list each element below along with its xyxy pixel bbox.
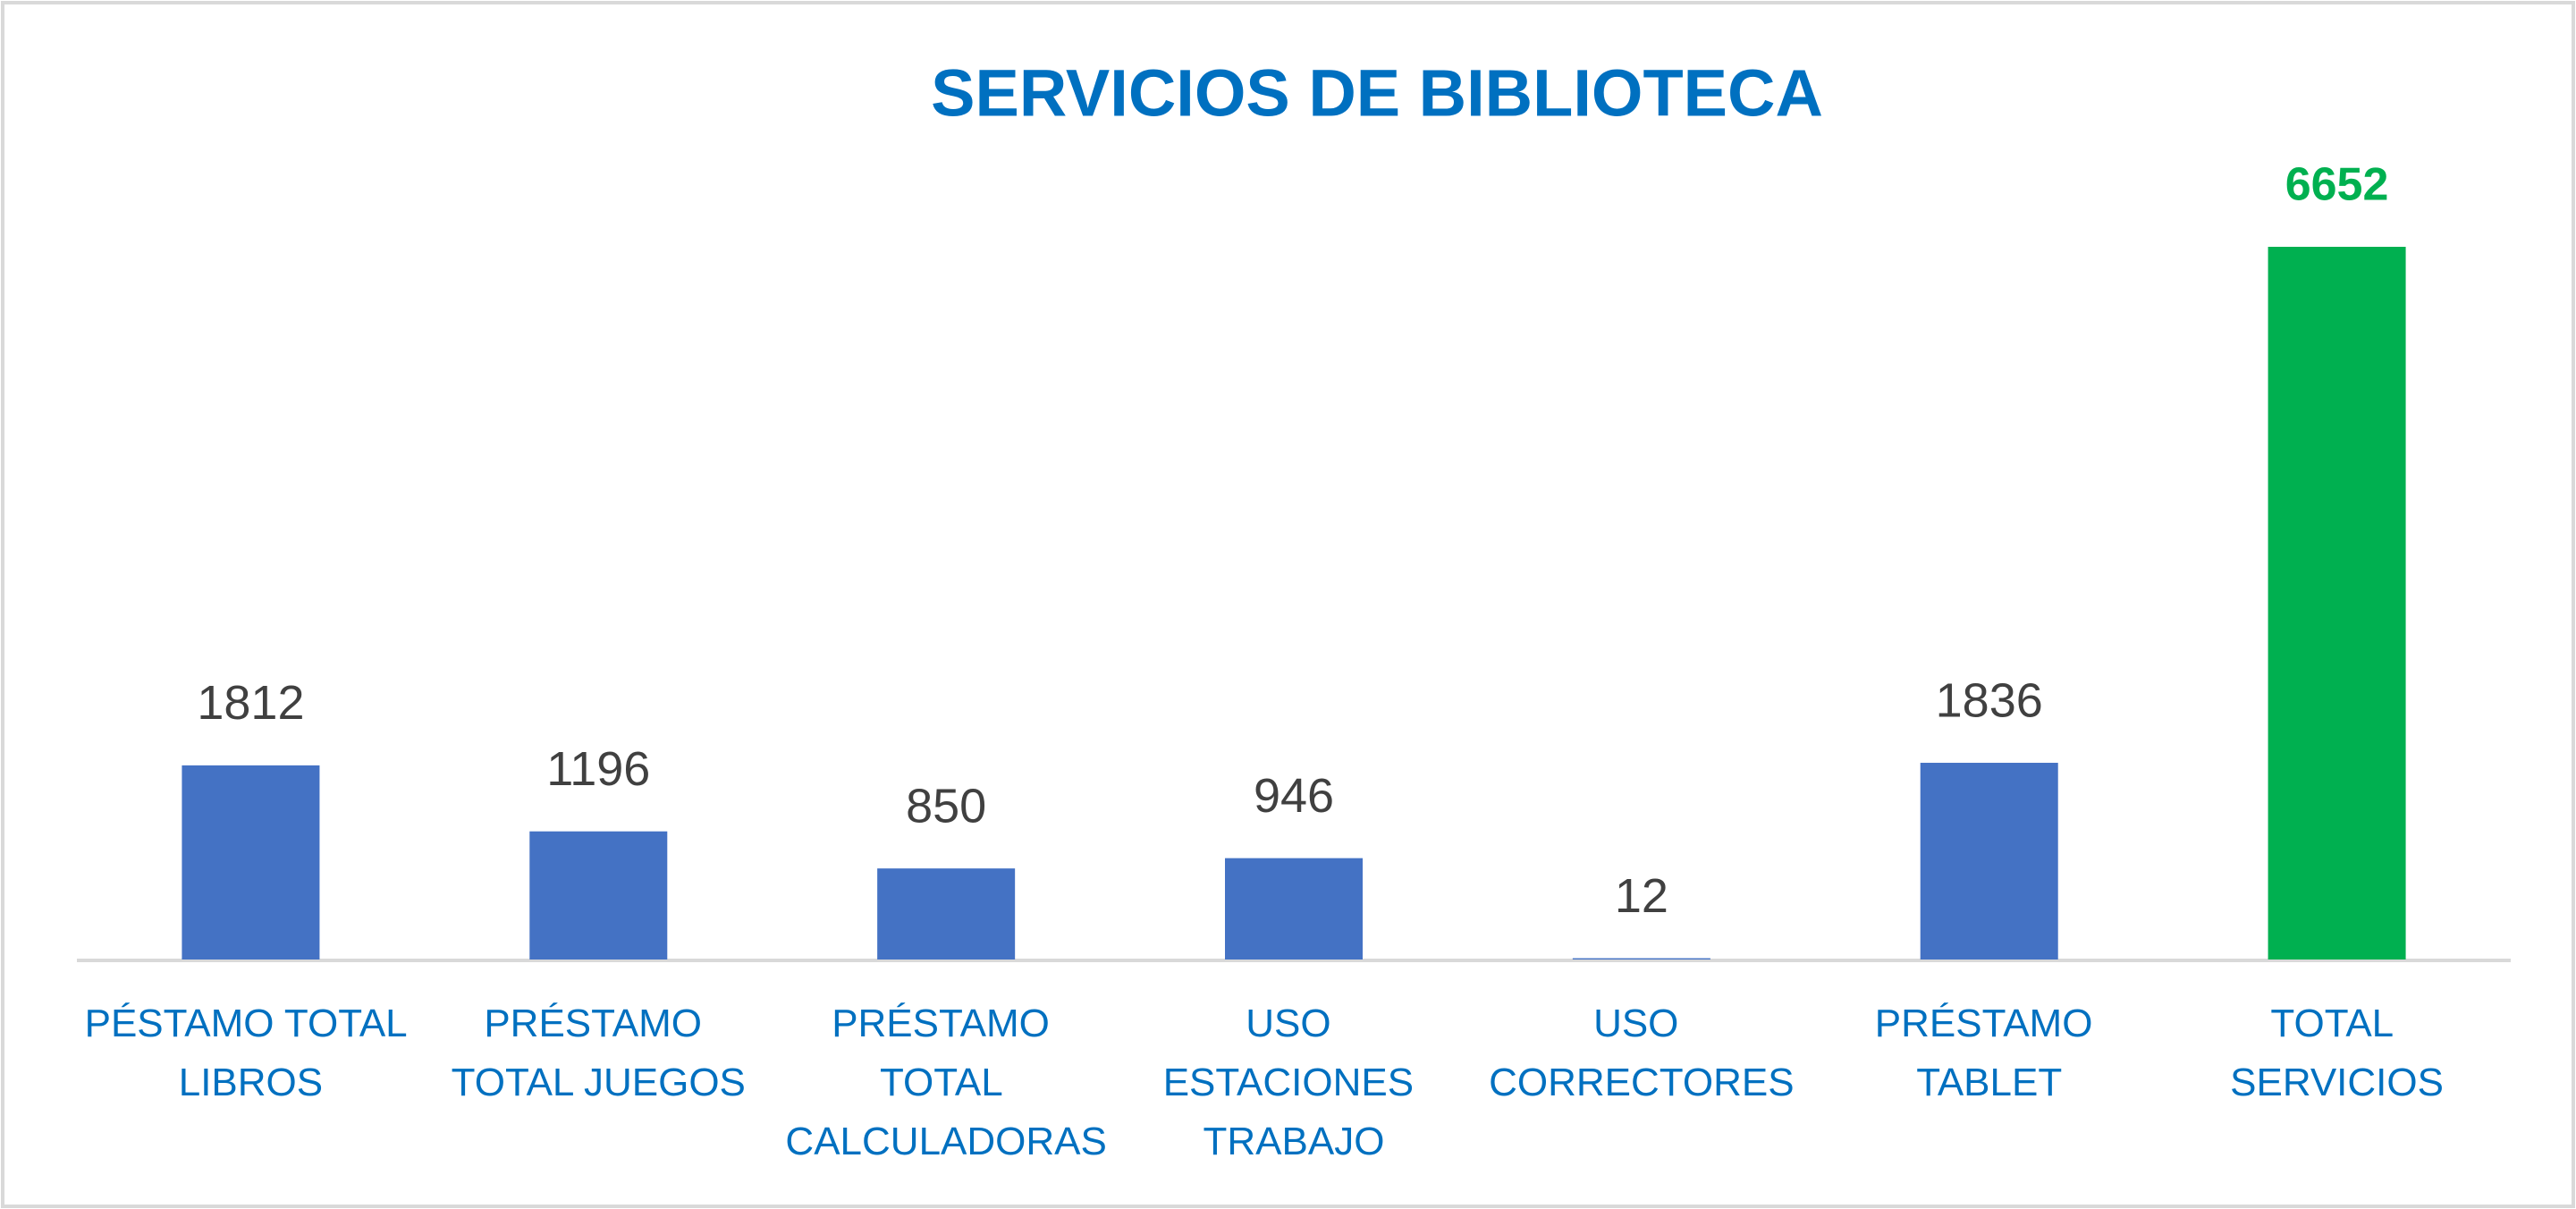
bar (529, 831, 668, 960)
bar (877, 868, 1016, 960)
x-tick-label-line: PÉSTAMO TOTAL (85, 1002, 418, 1045)
bar (1920, 763, 2058, 960)
x-tick-label-line: PRÉSTAMO (832, 1002, 1060, 1045)
bar (1225, 858, 1363, 960)
x-tick-label-line: TRABAJO (1204, 1120, 1385, 1163)
x-tick-label: USO CORRECTORES (1489, 1002, 1794, 1104)
x-tick-label-line: USO (1246, 1002, 1342, 1045)
x-tick-label-line: TABLET (1916, 1061, 2062, 1104)
bar (182, 765, 320, 960)
x-tick-label-line: USO (1593, 1002, 1690, 1045)
bar (1572, 958, 1710, 960)
x-tick-label: PRÉSTAMO TABLET (1875, 1002, 2104, 1104)
x-tick-label-line: SERVICIOS (2230, 1061, 2444, 1104)
x-tick-label: PRÉSTAMO TOTAL CALCULADORAS (785, 1002, 1106, 1163)
data-label: 946 (1254, 769, 1334, 823)
x-tick-label-line: PRÉSTAMO (1875, 1002, 2104, 1045)
data-label: 1836 (1936, 673, 2043, 727)
x-tick-label: USO ESTACIONES TRABAJO (1163, 1002, 1425, 1163)
x-tick-label-line: CORRECTORES (1489, 1061, 1794, 1104)
x-tick-label-line: TOTAL (2270, 1002, 2403, 1045)
x-tick-label-line: CALCULADORAS (785, 1120, 1106, 1163)
x-tick-label: PRÉSTAMO TOTAL JUEGOS (452, 1002, 746, 1104)
x-tick-label-line: LIBROS (179, 1061, 323, 1104)
data-label: 1196 (546, 742, 650, 796)
x-tick-label: PÉSTAMO TOTAL LIBROS (85, 1002, 418, 1104)
data-label: 6652 (2285, 159, 2389, 211)
data-label: 1812 (197, 676, 304, 730)
data-label: 12 (1615, 869, 1668, 923)
x-tick-label-line: PRÉSTAMO (484, 1002, 713, 1045)
x-tick-label-line: TOTAL (880, 1061, 1012, 1104)
chart-title: SERVICIOS DE BIBLIOTECA (931, 56, 1823, 131)
data-label: 850 (906, 779, 986, 833)
x-tick-label: TOTAL SERVICIOS (2230, 1002, 2444, 1104)
x-tick-label-line: ESTACIONES (1163, 1061, 1425, 1104)
x-tick-label-line: TOTAL JUEGOS (452, 1061, 746, 1104)
bar (2268, 247, 2406, 960)
